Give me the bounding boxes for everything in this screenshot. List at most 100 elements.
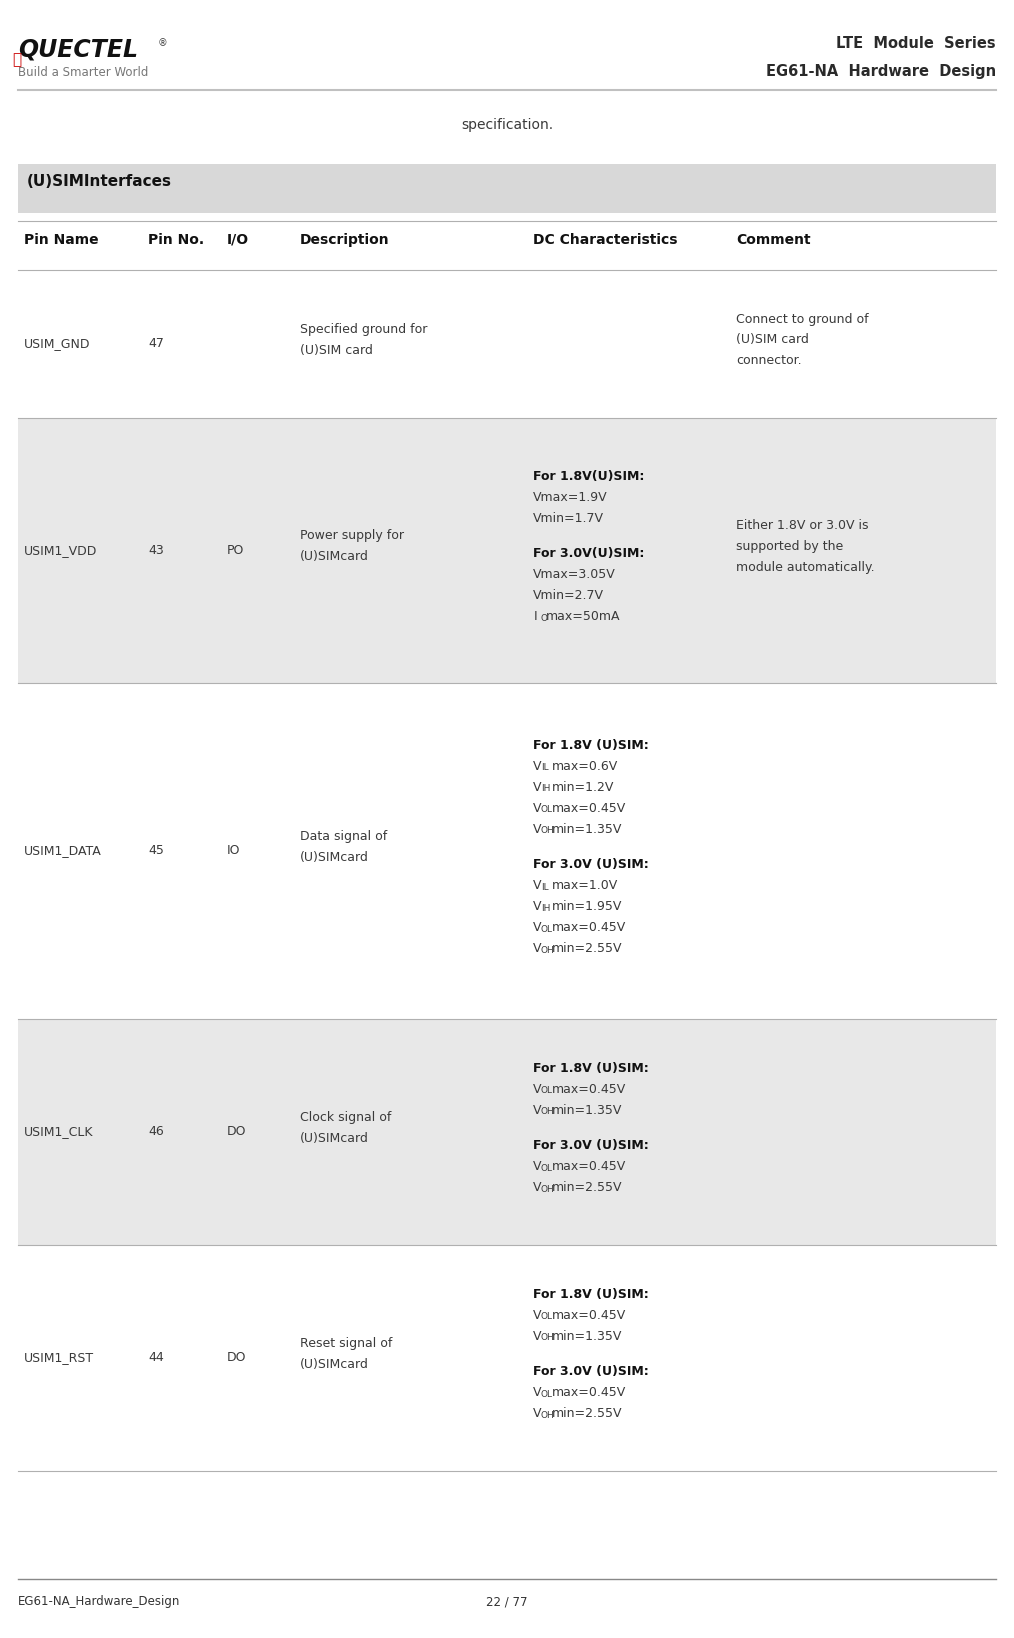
Text: Pin No.: Pin No.: [148, 233, 204, 247]
Text: max=0.45V: max=0.45V: [552, 1386, 626, 1399]
Text: OL: OL: [540, 1086, 553, 1096]
Text: IL: IL: [540, 763, 549, 773]
Bar: [18, 1019, 996, 1245]
Text: V: V: [533, 901, 541, 914]
Text: V: V: [533, 760, 541, 773]
Bar: [18, 683, 996, 1019]
Text: EG61-NA_Hardware_Design: EG61-NA_Hardware_Design: [18, 1595, 180, 1609]
Text: V: V: [533, 1160, 541, 1173]
Text: LTE  Module  Series: LTE Module Series: [837, 36, 996, 51]
Text: 44: 44: [148, 1351, 164, 1364]
Text: (U)SIM card: (U)SIM card: [300, 344, 373, 357]
Text: OL: OL: [540, 925, 553, 934]
Text: OL: OL: [540, 1391, 553, 1399]
Text: max=0.45V: max=0.45V: [552, 1083, 626, 1096]
Text: V: V: [533, 1309, 541, 1322]
Text: OH: OH: [540, 1107, 555, 1115]
Text: min=2.55V: min=2.55V: [552, 1181, 623, 1194]
Text: Comment: Comment: [736, 233, 811, 247]
Text: For 3.0V (U)SIM:: For 3.0V (U)SIM:: [533, 858, 649, 871]
Text: Description: Description: [300, 233, 389, 247]
Text: I: I: [533, 611, 537, 622]
Text: (U)SIMcard: (U)SIMcard: [300, 852, 369, 863]
Text: OH: OH: [540, 1333, 555, 1342]
Text: Build a Smarter World: Build a Smarter World: [18, 66, 149, 79]
Text: max=0.45V: max=0.45V: [552, 921, 626, 934]
Text: max=0.45V: max=0.45V: [552, 1160, 626, 1173]
Text: Vmin=2.7V: Vmin=2.7V: [533, 590, 604, 603]
Text: (U)SIMInterfaces: (U)SIMInterfaces: [26, 174, 171, 188]
Text: V: V: [533, 1386, 541, 1399]
Text: USIM1_VDD: USIM1_VDD: [24, 544, 97, 557]
Text: For 1.8V (U)SIM:: For 1.8V (U)SIM:: [533, 739, 649, 752]
Text: min=1.95V: min=1.95V: [552, 901, 622, 914]
Text: 47: 47: [148, 337, 164, 351]
Text: Specified ground for: Specified ground for: [300, 323, 428, 336]
Text: OH: OH: [540, 826, 555, 835]
Text: For 1.8V (U)SIM:: For 1.8V (U)SIM:: [533, 1061, 649, 1075]
Text: 22 / 77: 22 / 77: [487, 1595, 527, 1609]
Text: max=1.0V: max=1.0V: [552, 880, 618, 893]
Text: USIM_GND: USIM_GND: [24, 337, 91, 351]
Text: V: V: [533, 942, 541, 955]
Text: (U)SIMcard: (U)SIMcard: [300, 550, 369, 563]
Text: V: V: [533, 1083, 541, 1096]
Text: Pin Name: Pin Name: [24, 233, 99, 247]
Text: O: O: [540, 614, 548, 622]
Text: USIM1_CLK: USIM1_CLK: [24, 1125, 94, 1138]
Text: For 3.0V(U)SIM:: For 3.0V(U)SIM:: [533, 547, 645, 560]
Text: max=0.6V: max=0.6V: [552, 760, 618, 773]
Text: Vmax=1.9V: Vmax=1.9V: [533, 491, 608, 503]
Text: (U)SIMcard: (U)SIMcard: [300, 1132, 369, 1145]
Text: V: V: [533, 1181, 541, 1194]
Text: IH: IH: [540, 904, 551, 912]
Text: OH: OH: [540, 1410, 555, 1420]
Text: USIM1_DATA: USIM1_DATA: [24, 845, 102, 857]
Text: (U)SIM card: (U)SIM card: [736, 334, 809, 347]
Text: 46: 46: [148, 1125, 164, 1138]
Bar: [18, 1245, 996, 1471]
Text: Power supply for: Power supply for: [300, 529, 405, 542]
Text: min=1.2V: min=1.2V: [552, 781, 614, 794]
Text: OL: OL: [540, 1312, 553, 1322]
Text: IL: IL: [540, 883, 549, 893]
Text: V: V: [533, 921, 541, 934]
Text: specification.: specification.: [461, 118, 553, 133]
Text: EG61-NA  Hardware  Design: EG61-NA Hardware Design: [766, 64, 996, 79]
Text: 〜: 〜: [12, 52, 21, 67]
Text: Data signal of: Data signal of: [300, 830, 387, 844]
Text: QUECTEL: QUECTEL: [18, 38, 138, 62]
Text: max=0.45V: max=0.45V: [552, 1309, 626, 1322]
Text: USIM1_RST: USIM1_RST: [24, 1351, 94, 1364]
Text: max=0.45V: max=0.45V: [552, 801, 626, 814]
Text: For 1.8V(U)SIM:: For 1.8V(U)SIM:: [533, 470, 645, 483]
Text: For 1.8V (U)SIM:: For 1.8V (U)SIM:: [533, 1287, 649, 1301]
Text: OL: OL: [540, 1165, 553, 1173]
Bar: [18, 418, 996, 683]
Bar: [18, 164, 996, 213]
Text: V: V: [533, 1407, 541, 1420]
Text: V: V: [533, 781, 541, 794]
Text: V: V: [533, 801, 541, 814]
Text: ®: ®: [157, 38, 167, 48]
Text: For 3.0V (U)SIM:: For 3.0V (U)SIM:: [533, 1140, 649, 1152]
Text: module automatically.: module automatically.: [736, 560, 875, 573]
Text: Reset signal of: Reset signal of: [300, 1337, 392, 1350]
Text: DC Characteristics: DC Characteristics: [533, 233, 678, 247]
Text: IH: IH: [540, 785, 551, 793]
Text: DO: DO: [227, 1351, 246, 1364]
Text: Clock signal of: Clock signal of: [300, 1111, 391, 1124]
Text: Vmax=3.05V: Vmax=3.05V: [533, 568, 617, 581]
Text: For 3.0V (U)SIM:: For 3.0V (U)SIM:: [533, 1366, 649, 1378]
Text: Vmin=1.7V: Vmin=1.7V: [533, 511, 604, 524]
Text: supported by the: supported by the: [736, 541, 844, 554]
Text: Connect to ground of: Connect to ground of: [736, 313, 869, 326]
Text: OH: OH: [540, 945, 555, 955]
Bar: [18, 270, 996, 418]
Text: min=2.55V: min=2.55V: [552, 1407, 623, 1420]
Text: (U)SIMcard: (U)SIMcard: [300, 1358, 369, 1371]
Text: I/O: I/O: [227, 233, 249, 247]
Text: PO: PO: [227, 544, 244, 557]
Text: OL: OL: [540, 806, 553, 814]
Text: min=2.55V: min=2.55V: [552, 942, 623, 955]
